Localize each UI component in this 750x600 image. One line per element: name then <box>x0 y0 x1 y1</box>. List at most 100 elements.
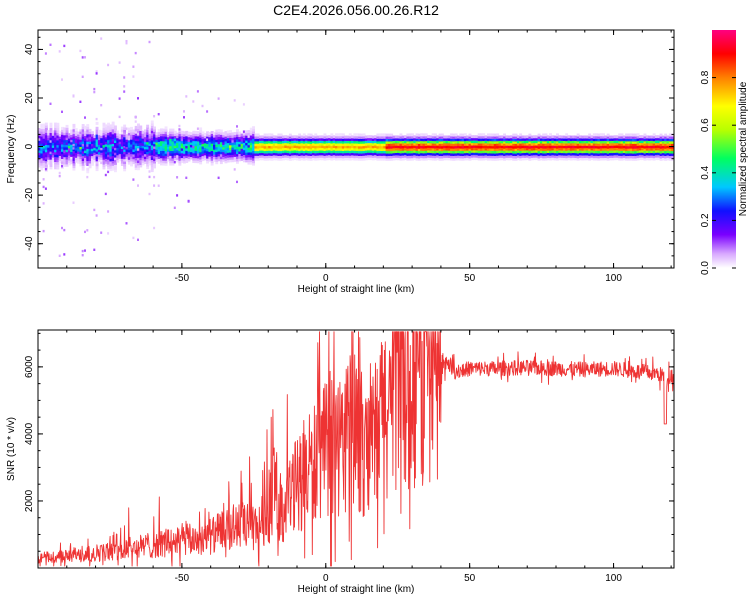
heatmap-cell <box>242 142 246 146</box>
heatmap-cell <box>293 145 297 148</box>
heatmap-cell <box>84 135 87 139</box>
heatmap-cell <box>229 139 232 143</box>
heatmap-cell <box>381 145 384 149</box>
heatmap-cell <box>427 154 430 158</box>
heatmap-cell <box>109 129 113 133</box>
heatmap-cell <box>240 143 244 147</box>
heatmap-cell <box>544 138 548 142</box>
heatmap-outlier <box>217 97 220 100</box>
heatmap-cell <box>592 138 596 142</box>
heatmap-cell <box>150 157 154 160</box>
heatmap-cell <box>447 152 451 156</box>
heatmap-cell <box>666 142 670 146</box>
heatmap-cell <box>583 135 587 139</box>
heatmap-cell <box>514 157 518 161</box>
heatmap-cell <box>618 138 622 142</box>
heatmap-cell <box>81 148 85 152</box>
heatmap-cell <box>411 138 414 142</box>
heatmap-cell <box>111 165 115 169</box>
heatmap-cell <box>655 135 658 139</box>
heatmap-cell <box>643 152 647 156</box>
heatmap-cell <box>146 129 150 133</box>
heatmap-cell <box>268 145 272 149</box>
heatmap-cell <box>496 157 500 161</box>
heatmap-cell <box>100 137 104 141</box>
heatmap-cell <box>480 150 483 154</box>
heatmap-cell <box>219 139 223 143</box>
heatmap-cell <box>72 131 76 135</box>
heatmap-cell <box>56 159 60 163</box>
heatmap-cell <box>58 153 62 156</box>
heatmap-cell <box>81 145 85 149</box>
heatmap-cell <box>88 155 92 159</box>
heatmap-cell <box>58 150 62 154</box>
heatmap-cell <box>44 139 48 143</box>
heatmap-cell <box>109 168 113 172</box>
heatmap-cell <box>139 164 143 168</box>
heatmap-cell <box>330 155 334 159</box>
heatmap-cell <box>526 147 529 151</box>
heatmap-cell <box>72 160 76 164</box>
heatmap-cell <box>54 163 57 167</box>
heatmap-cell <box>302 133 306 137</box>
heatmap-cell <box>213 146 216 150</box>
heatmap-cell <box>671 148 674 152</box>
heatmap-cell <box>634 153 638 156</box>
heatmap-outlier <box>137 132 139 135</box>
heatmap-cell <box>111 150 115 154</box>
heatmap-cell <box>118 143 122 147</box>
heatmap-cell <box>213 141 216 145</box>
heatmap-cell <box>585 135 589 139</box>
heatmap-cell <box>137 128 140 132</box>
heatmap-cell <box>210 143 214 147</box>
heatmap-cell <box>597 157 601 161</box>
heatmap-cell <box>199 132 203 136</box>
heatmap-cell <box>468 150 472 154</box>
heatmap-cell <box>583 152 587 156</box>
heatmap-cell <box>183 148 186 152</box>
heatmap-cell <box>477 150 481 154</box>
heatmap-cell <box>224 143 228 147</box>
heatmap-cell <box>328 147 331 151</box>
heatmap-cell <box>337 140 341 144</box>
heatmap-cell <box>298 148 302 152</box>
heatmap-cell <box>157 146 161 150</box>
heatmap-cell <box>171 157 175 161</box>
heatmap-cell <box>666 152 670 156</box>
heatmap-cell <box>510 137 513 141</box>
heatmap-cell <box>634 140 638 144</box>
heatmap-cell <box>358 150 361 154</box>
heatmap-cell <box>148 145 152 149</box>
heatmap-cell <box>305 150 308 153</box>
heatmap-cell <box>431 152 435 156</box>
heatmap-cell <box>247 151 251 155</box>
heatmap-cell <box>556 138 559 142</box>
heatmap-cell <box>415 138 419 142</box>
heatmap-cell <box>242 156 246 160</box>
heatmap-cell <box>302 155 306 159</box>
heatmap-cell <box>337 138 341 142</box>
heatmap-cell <box>222 146 226 150</box>
heatmap-cell <box>259 145 262 149</box>
heatmap-cell <box>153 128 156 132</box>
heatmap-cell <box>252 152 255 156</box>
heatmap-cell <box>171 155 175 159</box>
heatmap-cell <box>452 138 456 142</box>
heatmap-cell <box>201 150 205 154</box>
heatmap-cell <box>602 145 605 149</box>
heatmap-cell <box>585 145 589 149</box>
heatmap-cell <box>282 138 285 141</box>
heatmap-cell <box>406 135 410 139</box>
heatmap-cell <box>411 133 414 137</box>
heatmap-cell <box>44 127 48 131</box>
heatmap-cell <box>510 140 513 144</box>
heatmap-outlier <box>132 178 135 181</box>
heatmap-cell <box>671 150 674 154</box>
heatmap-cell <box>572 154 575 158</box>
x-tick-label: 100 <box>605 573 622 584</box>
heatmap-cell <box>655 147 658 151</box>
heatmap-cell <box>411 150 414 154</box>
heatmap-cell <box>381 155 384 159</box>
heatmap-cell <box>134 157 138 161</box>
heatmap-cell <box>341 152 345 156</box>
